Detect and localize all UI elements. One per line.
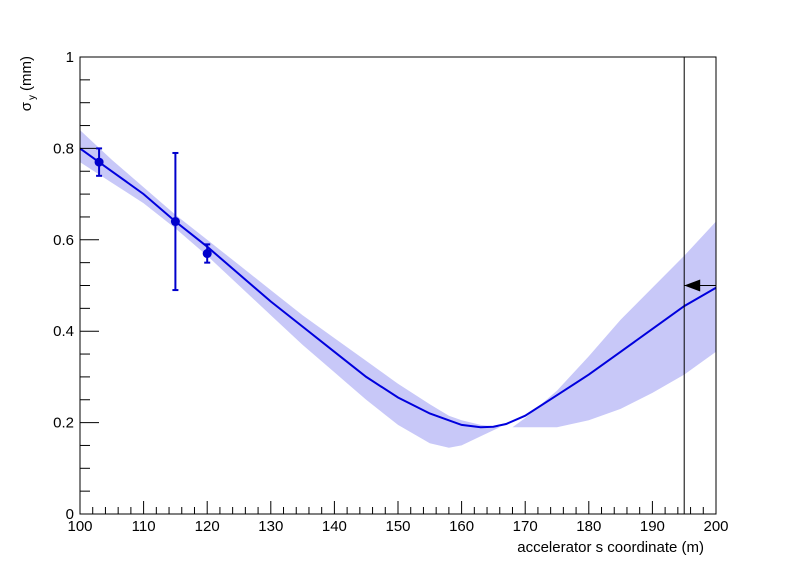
axis-ticks [79, 56, 717, 515]
y-tick-label: 0.4 [53, 323, 74, 340]
x-tick-label: 120 [195, 518, 220, 535]
x-tick-label: 200 [703, 518, 728, 535]
x-tick-label: 170 [513, 518, 538, 535]
x-tick-label: 100 [67, 518, 92, 535]
x-tick-label: 180 [576, 518, 601, 535]
x-tick-label: 150 [385, 518, 410, 535]
tick-labels: 100 110 120 130 140 150 160 170 180 190 200 0 0.2 0.4… [53, 49, 728, 535]
y-axis-title-unit: (mm) [18, 56, 35, 91]
x-tick-label: 140 [322, 518, 347, 535]
arrow-head [684, 279, 701, 292]
y-tick-label: 0.6 [53, 232, 74, 249]
error-band [80, 130, 716, 448]
y-tick-label: 0 [66, 506, 74, 523]
x-tick-label: 130 [258, 518, 283, 535]
x-tick-label: 160 [449, 518, 474, 535]
x-tick-label: 190 [640, 518, 665, 535]
error-band-layer [80, 130, 716, 448]
data-point [170, 217, 180, 227]
y-axis-title: σy (mm) [18, 56, 38, 111]
y-axis-title-subscript: y [27, 95, 38, 100]
fit-curve [79, 147, 717, 429]
y-tick-label: 0.2 [53, 415, 74, 432]
data-points-layer [94, 147, 212, 292]
marker-layer [683, 57, 716, 514]
x-tick-label: 110 [132, 518, 156, 535]
x-axis-title: accelerator s coordinate (m) [517, 539, 704, 556]
y-tick-label: 1 [66, 49, 74, 66]
fit-curve-layer [79, 147, 717, 429]
y-tick-label: 0.8 [53, 140, 74, 157]
y-axis-title-symbol: σ [18, 101, 35, 111]
data-point [94, 157, 104, 167]
svg-text:σy(mm): σy (mm) [18, 56, 38, 111]
data-point [202, 249, 212, 259]
